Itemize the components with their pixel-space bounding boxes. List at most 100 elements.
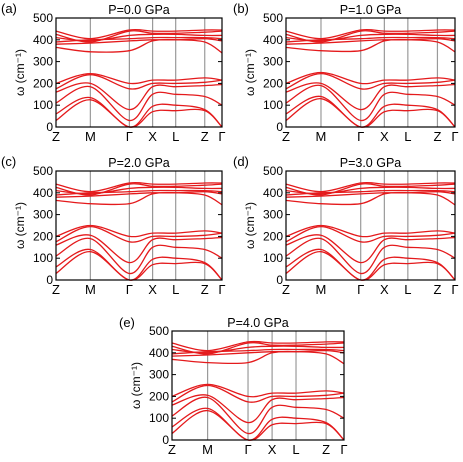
y-tick-label: 400 [263, 33, 283, 47]
high-symmetry-label: X [148, 282, 157, 297]
high-symmetry-label: X [148, 129, 157, 144]
phonon-band-12 [55, 28, 223, 40]
phonon-band-1 [171, 409, 345, 441]
phonon-band-4 [285, 234, 456, 264]
high-symmetry-label: Z [201, 129, 209, 144]
y-tick-label: 500 [33, 11, 53, 25]
phonon-band-2 [55, 96, 223, 128]
y-tick-label: 200 [263, 76, 283, 90]
high-symmetry-label: X [268, 442, 277, 457]
y-tick-label: 300 [263, 208, 283, 222]
high-symmetry-label: Γ [357, 129, 364, 144]
y-tick-label: 100 [149, 411, 169, 425]
y-tick-label: 100 [263, 98, 283, 112]
panel-title: P=4.0 GPa [227, 316, 289, 330]
high-symmetry-label: Γ [340, 442, 347, 457]
phonon-band-10 [171, 345, 345, 354]
high-symmetry-label: L [404, 282, 411, 297]
high-symmetry-label: L [292, 442, 299, 457]
phonon-band-2 [285, 248, 456, 281]
high-symmetry-label: Γ [218, 282, 225, 297]
y-tick-label: 200 [33, 229, 53, 243]
y-tick-label: 100 [33, 251, 53, 265]
y-tick-label: 500 [263, 11, 283, 25]
phonon-band-11 [285, 183, 456, 196]
phonon-band-3 [285, 237, 456, 275]
phonon-band-4 [55, 82, 223, 111]
y-tick-label: 300 [149, 368, 169, 382]
panel-letter: (a) [1, 1, 17, 16]
panel-title: P=3.0 GPa [340, 156, 402, 170]
y-tick-label: 0 [162, 433, 169, 447]
phonon-band-5 [171, 384, 345, 403]
phonon-band-5 [285, 225, 456, 243]
y-tick-label: 100 [33, 98, 53, 112]
phonon-band-9 [55, 36, 223, 43]
y-axis-label: ω (cm⁻¹) [243, 202, 257, 249]
y-tick-label: 300 [33, 208, 53, 222]
y-axis-label: ω (cm⁻¹) [13, 202, 27, 249]
y-tick-label: 300 [33, 55, 53, 69]
high-symmetry-label: Z [168, 442, 176, 457]
plot-frame [55, 17, 223, 128]
phonon-band-6 [171, 383, 345, 398]
plot-frame [285, 170, 456, 281]
high-symmetry-label: M [85, 282, 96, 297]
phonon-band-6 [55, 72, 223, 85]
phonon-band-6 [285, 224, 456, 238]
high-symmetry-label: Γ [451, 282, 458, 297]
plot-frame [285, 17, 456, 128]
high-symmetry-label: X [380, 282, 389, 297]
phonon-band-2 [55, 248, 223, 281]
phonon-band-8 [171, 349, 345, 357]
phonon-band-12 [55, 181, 223, 193]
high-symmetry-label: Γ [451, 129, 458, 144]
phonon-band-9 [285, 189, 456, 196]
phonon-band-7 [55, 38, 223, 54]
high-symmetry-label: M [85, 129, 96, 144]
phonon-band-9 [55, 189, 223, 196]
high-symmetry-label: L [172, 129, 179, 144]
phonon-band-4 [285, 82, 456, 111]
phonon-band-7 [285, 191, 456, 206]
high-symmetry-label: Γ [244, 442, 251, 457]
phonon-band-2 [285, 95, 456, 128]
y-tick-label: 500 [149, 324, 169, 338]
phonon-band-3 [55, 85, 223, 122]
y-tick-label: 200 [149, 389, 169, 403]
phonon-band-10 [285, 33, 456, 42]
panel-title: P=2.0 GPa [108, 156, 170, 170]
high-symmetry-label: L [404, 129, 411, 144]
phonon-band-2 [171, 407, 345, 441]
phonon-band-8 [55, 38, 223, 45]
y-tick-label: 500 [33, 164, 53, 178]
y-tick-label: 400 [263, 186, 283, 200]
panel-title: P=1.0 GPa [340, 3, 402, 17]
high-symmetry-label: M [316, 282, 327, 297]
y-tick-label: 0 [276, 120, 283, 134]
y-tick-label: 500 [263, 164, 283, 178]
plot-frame [171, 330, 345, 441]
phonon-band-6 [285, 71, 456, 85]
y-tick-label: 200 [33, 76, 53, 90]
phonon-band-4 [171, 394, 345, 424]
high-symmetry-label: Z [282, 129, 290, 144]
high-symmetry-label: M [202, 442, 213, 457]
high-symmetry-label: M [316, 129, 327, 144]
plot-frame [55, 170, 223, 281]
high-symmetry-label: Z [433, 282, 441, 297]
phonon-band-8 [285, 38, 456, 45]
phonon-band-7 [171, 350, 345, 365]
phonon-band-5 [55, 225, 223, 243]
phonon-band-10 [55, 186, 223, 195]
phonon-band-1 [55, 251, 223, 281]
phonon-band-9 [285, 36, 456, 43]
phonon-band-11 [285, 30, 456, 43]
high-symmetry-label: Z [433, 129, 441, 144]
phonon-band-12 [171, 340, 345, 352]
